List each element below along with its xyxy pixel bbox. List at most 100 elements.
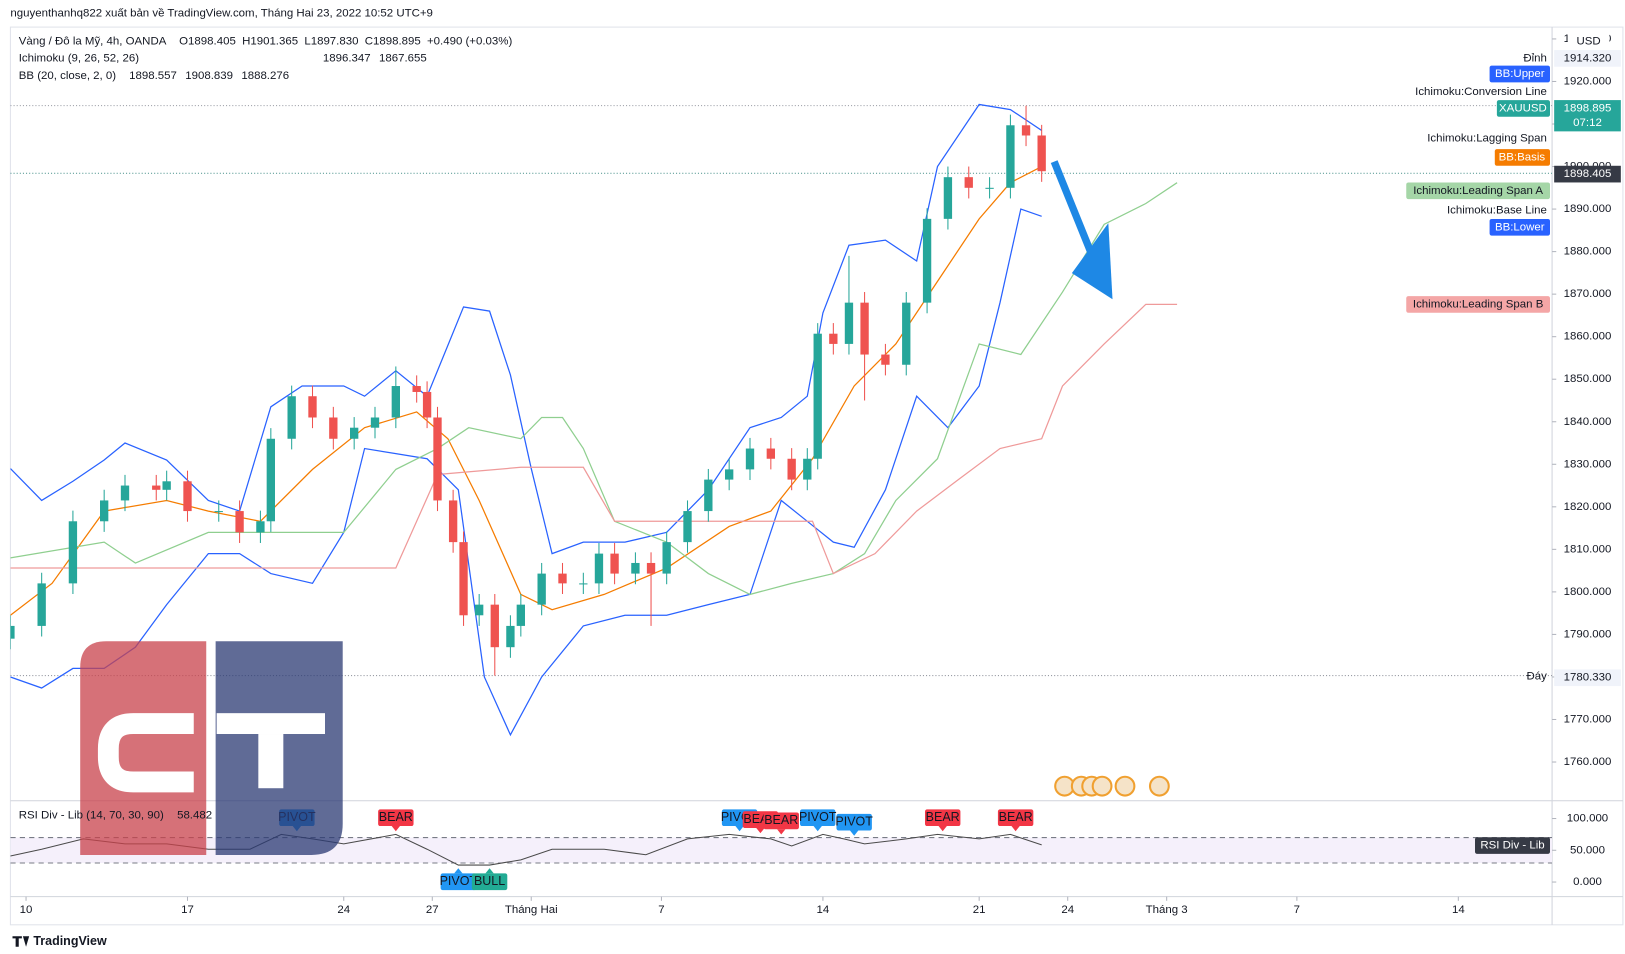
candle-body: [350, 427, 359, 439]
y-tick-label: 1770.000: [1564, 714, 1612, 726]
badge: [1406, 296, 1550, 313]
y-tick-label: 1890.000: [1564, 203, 1612, 215]
signal-label: PIVOT: [835, 814, 873, 828]
signal-tag: [800, 809, 836, 827]
candle-body: [10, 625, 15, 639]
rsi-y-tick-label: 50.000: [1570, 844, 1605, 856]
candle-body: [813, 333, 822, 459]
y-tick-label: 1870.000: [1564, 288, 1612, 300]
candle-body: [287, 396, 296, 439]
signal-label: BEAR: [764, 813, 798, 827]
footer: TradingView: [33, 934, 107, 948]
signal-pointer: [391, 826, 400, 832]
x-tick-label: 7: [658, 904, 664, 916]
candle-body: [370, 417, 380, 428]
signal-label: PIVOT: [440, 874, 478, 888]
badge-text: BB:Upper: [1495, 68, 1545, 80]
candle-body: [943, 177, 953, 219]
overlay-line: [10, 103, 1043, 555]
indicator-label: Ichimoku:Base Line: [1447, 205, 1547, 217]
indicator-legend: Ichimoku (9, 26, 52, 26) 1896.347 1867.655…: [19, 52, 427, 82]
signal-pointer: [938, 826, 947, 832]
main-pane: [10, 103, 1553, 737]
x-tick-label: 27: [426, 904, 439, 916]
signal-pointer: [735, 826, 744, 832]
indicator-value: 1896.347: [323, 52, 371, 64]
overlay-line: [10, 303, 1178, 575]
candle-body: [68, 521, 78, 584]
candle-body: [922, 218, 932, 303]
footer-logo: [12, 936, 30, 947]
y-tick-label: 1850.000: [1564, 373, 1612, 385]
signal-pointer: [850, 830, 859, 836]
indicator-value: 1908.839: [185, 70, 233, 82]
candle-body: [391, 386, 400, 418]
arrow-shaft: [1050, 160, 1096, 256]
x-tick-label: 14: [1452, 904, 1465, 916]
y-tick-label: 1790.000: [1564, 628, 1612, 640]
legend: Vàng / Đô la Mỹ, 4h, OANDA O1898.405 H190…: [19, 36, 513, 822]
x-tick-label: 24: [1061, 904, 1074, 916]
price-labels: USD Đỉnh 1914.320 BB:Upper Ichimoku:Conv…: [1406, 32, 1621, 854]
ohlc-value: O1898.405: [179, 36, 236, 48]
candle-body: [448, 500, 458, 543]
candle-body: [594, 553, 604, 584]
signal-label: BEAR: [999, 810, 1033, 824]
indicator-name: Ichimoku (9, 26, 52, 26): [19, 52, 139, 64]
indicator-label: Ichimoku:Lagging Span: [1427, 133, 1547, 145]
candle-body: [803, 458, 812, 480]
signal-label: BEAR: [926, 810, 960, 824]
y-tick-label: 1810.000: [1564, 543, 1612, 555]
signal-pointer: [454, 868, 463, 874]
y-tick-label: 1830.000: [1564, 458, 1612, 470]
signal-pointer: [777, 829, 786, 835]
currency: USD: [1576, 36, 1600, 48]
badge-text: BB:Basis: [1499, 151, 1546, 163]
ohlc-value: L1897.830: [304, 36, 358, 48]
logo-t-stem: [258, 734, 284, 789]
candle-body: [579, 583, 588, 585]
candle-body: [631, 562, 640, 574]
signal-label: BULL: [474, 874, 505, 888]
candle-body: [256, 521, 265, 533]
currency-bg: [1567, 32, 1610, 50]
candle-body: [433, 417, 442, 501]
candle-body: [516, 604, 525, 626]
candle-body: [412, 386, 421, 392]
signal-pointer: [485, 868, 494, 874]
candle-body: [183, 481, 192, 512]
event-flags: [1054, 775, 1170, 797]
badge-text: Ichimoku:Leading Span A: [1413, 185, 1543, 197]
candle-body: [459, 542, 468, 616]
y-tick-label: 1760.000: [1564, 756, 1612, 768]
y-tick-label: 1860.000: [1564, 331, 1612, 343]
candle-body: [1021, 125, 1031, 136]
badge: [1489, 218, 1550, 236]
signal-tag: [836, 813, 872, 831]
candle-body: [1006, 125, 1015, 188]
high-name: Đỉnh: [1523, 52, 1547, 64]
badge: [1475, 837, 1550, 854]
candle-body: [422, 391, 432, 418]
ohlc-value: +0.490 (+0.03%): [427, 36, 512, 48]
signal-label: BEAR: [379, 810, 413, 824]
indicator-value: 1898.557: [129, 70, 177, 82]
x-tick-label: 10: [20, 904, 33, 916]
x-tick-label: 24: [337, 904, 350, 916]
candle-body: [37, 583, 46, 626]
candle-body: [214, 511, 223, 513]
signal-label: PIVOT: [799, 810, 837, 824]
y-tick-label: 1800.000: [1564, 586, 1612, 598]
last-price-box: [1554, 100, 1621, 132]
signal-tag: [471, 873, 508, 891]
y-tick-label: 1820.000: [1564, 501, 1612, 513]
candle-body: [162, 481, 171, 490]
indicator-value: 1888.276: [241, 70, 289, 82]
candle-body: [475, 604, 484, 616]
signal-pointer: [813, 826, 822, 832]
symbol-title: Vàng / Đô la Mỹ, 4h, OANDA: [19, 36, 167, 48]
rsi-last: 58.482: [177, 809, 212, 821]
frame: [9, 26, 1624, 926]
x-tick-label: Tháng 3: [1146, 904, 1188, 916]
candle-body: [683, 511, 692, 543]
